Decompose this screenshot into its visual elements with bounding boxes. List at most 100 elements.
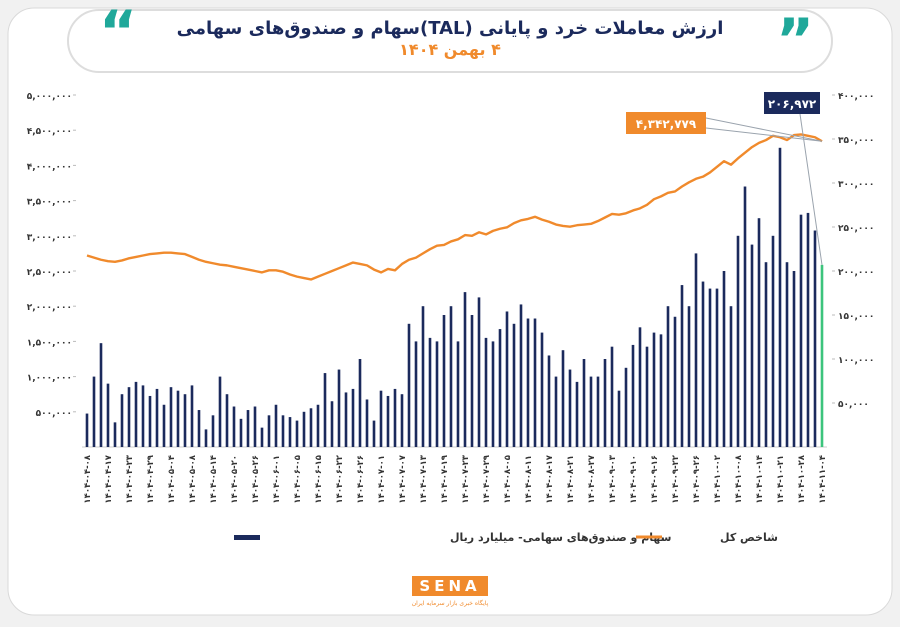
bar [484, 337, 488, 447]
bar [162, 404, 166, 447]
x-tick-label: ۱۴۰۴-۰۵-۲۰ [230, 455, 240, 504]
bar [694, 253, 698, 447]
x-tick-label: ۱۴۰۴-۰۶-۰۱ [272, 455, 282, 504]
bar [449, 306, 453, 447]
bar [169, 387, 173, 447]
bar [624, 367, 628, 447]
bar [421, 306, 425, 447]
x-tick-label: ۱۴۰۴-۰۵-۰۴ [167, 455, 177, 504]
bar [414, 341, 418, 447]
logo-tagline: پایگاه خبری بازار سرمایه ایران [412, 599, 489, 607]
bar [225, 394, 229, 447]
y2-tick-label: ۳۰۰,۰۰۰ [838, 180, 874, 190]
bar [589, 376, 593, 447]
bar [757, 218, 761, 447]
bar [274, 404, 278, 447]
bar [141, 385, 145, 447]
bar [533, 318, 537, 447]
bar [148, 395, 152, 447]
x-tick-label: ۱۴۰۴-۱۰-۲۸ [797, 454, 807, 503]
bar [113, 422, 117, 447]
bar [190, 385, 194, 447]
bar [379, 390, 383, 447]
bar [302, 411, 306, 447]
y-tick-label: ۵,۰۰۰,۰۰۰ [27, 92, 72, 102]
y-tick-label: ۳,۰۰۰,۰۰۰ [27, 233, 72, 243]
y2-tick-label: ۴۰۰,۰۰۰ [838, 92, 874, 102]
bar [211, 415, 215, 447]
bar [253, 406, 257, 447]
legend-swatch [234, 535, 260, 540]
x-tick-label: ۱۴۰۴-۰۸-۱۱ [524, 455, 534, 504]
bar [652, 332, 656, 447]
annotation-box [764, 92, 820, 114]
bar [99, 343, 103, 447]
bar [617, 390, 621, 447]
bar [771, 235, 775, 447]
x-tick-label: ۱۴۰۴-۰۷-۰۷ [398, 454, 408, 503]
bar [435, 341, 439, 447]
bar [582, 359, 586, 447]
bar [498, 329, 502, 447]
bar [218, 376, 222, 447]
leader-line [705, 127, 823, 142]
bar [239, 418, 243, 447]
bar [778, 147, 782, 448]
x-tick-label: ۱۴۰۴-۰۴-۱۷ [104, 454, 114, 503]
bar [295, 420, 299, 447]
bar [372, 420, 376, 447]
legend: سهام و صندوق‌های سهامی- میلیارد ریال شاخ… [234, 531, 778, 544]
bar [120, 394, 124, 447]
x-tick-label: ۱۴۰۴-۱۰-۱۴ [755, 455, 765, 504]
x-tick-label: ۱۴۰۴-۰۹-۰۳ [608, 454, 618, 503]
bar [323, 373, 327, 447]
legend-label: شاخص کل [720, 531, 778, 544]
x-tick-label: ۱۴۰۴-۰۷-۲۹ [482, 454, 492, 503]
bar [134, 381, 138, 447]
logo-box [412, 576, 488, 596]
y-tick-label: ۵۰۰,۰۰۰ [36, 409, 72, 419]
x-tick-label: ۱۴۰۴-۰۷-۱۳ [419, 454, 429, 503]
bar [631, 344, 635, 447]
y-tick-label: ۱,۰۰۰,۰۰۰ [27, 374, 72, 384]
bar [659, 334, 663, 447]
x-tick-label: ۱۴۰۴-۱۰-۰۲ [713, 454, 723, 503]
x-tick-label: ۱۴۰۴-۰۴-۲۳ [125, 454, 135, 503]
bar [729, 306, 733, 447]
bar [596, 376, 600, 447]
bar [750, 244, 754, 447]
bar [519, 304, 523, 447]
bar [764, 262, 768, 447]
bar [330, 401, 334, 447]
bar [645, 346, 649, 447]
bar [512, 323, 516, 447]
bar [491, 341, 495, 447]
bar [288, 417, 292, 447]
x-tick-label: ۱۴۰۴-۰۹-۲۶ [692, 455, 702, 504]
y-tick-label: ۲,۵۰۰,۰۰۰ [27, 268, 72, 278]
x-tick-label: ۱۴۰۴-۰۹-۱۶ [650, 455, 660, 504]
x-tick-label: ۱۴۰۴-۰۵-۲۶ [251, 455, 261, 504]
bar [85, 413, 89, 447]
bar [806, 212, 810, 447]
bar [568, 369, 572, 447]
x-tick-label: ۱۴۰۴-۰۹-۲۲ [671, 454, 681, 503]
bar [722, 271, 726, 447]
x-tick-label: ۱۴۰۴-۰۶-۱۵ [314, 455, 324, 504]
bar [344, 392, 348, 447]
annotation: ۴,۳۴۲,۷۷۹ [636, 117, 697, 131]
x-tick-label: ۱۴۰۴-۰۷-۰۱ [377, 455, 387, 504]
bar [666, 306, 670, 447]
annotation: ۲۰۶,۹۷۲ [768, 97, 817, 111]
title-box [67, 9, 833, 73]
y2-tick-label: ۵۰,۰۰۰ [838, 400, 869, 410]
bar [554, 376, 558, 447]
bar [701, 281, 705, 447]
bar [603, 359, 607, 447]
bar [309, 408, 313, 447]
bar [246, 410, 250, 447]
y2-tick-label: ۲۵۰,۰۰۰ [838, 224, 874, 234]
x-tick-label: ۱۴۰۴-۰۶-۲۶ [356, 455, 366, 504]
bar [687, 306, 691, 447]
y-tick-label: ۴,۰۰۰,۰۰۰ [27, 162, 72, 172]
